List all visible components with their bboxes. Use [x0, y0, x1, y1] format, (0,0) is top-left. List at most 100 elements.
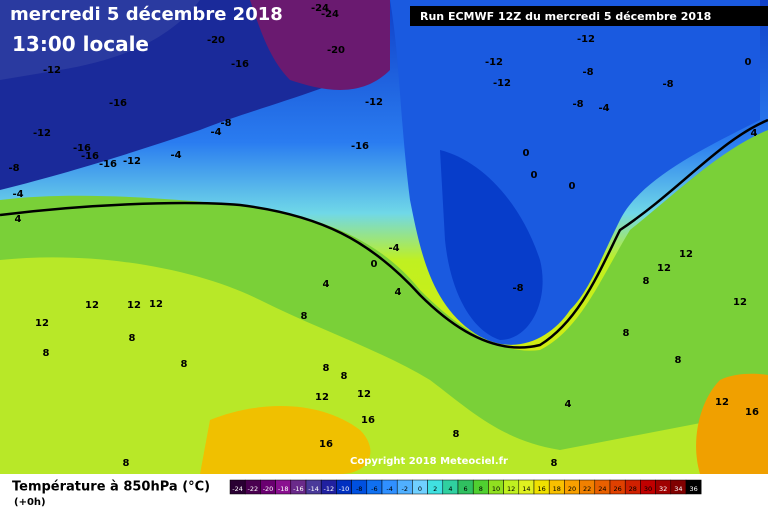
contour-label: -12 [123, 156, 141, 167]
contour-label: -24 [311, 3, 329, 14]
legend-label: 2 [433, 485, 437, 493]
legend-label: 12 [507, 485, 515, 493]
legend-label: -14 [308, 485, 319, 493]
contour-label: -4 [12, 189, 23, 200]
contour-label: -12 [577, 34, 595, 45]
legend-label: -16 [293, 485, 304, 493]
legend-label: 4 [448, 485, 452, 493]
contour-label: 8 [675, 355, 682, 366]
contour-label: -16 [73, 143, 91, 154]
contour-label: 4 [751, 128, 758, 139]
copyright: Copyright 2018 Meteociel.fr [350, 456, 508, 467]
contour-label: -12 [493, 78, 511, 89]
contour-label: -16 [109, 98, 127, 109]
contour-label: -8 [572, 99, 583, 110]
very-cold-area [250, 0, 390, 90]
warm-area [200, 406, 371, 474]
time-title: 13:00 locale [12, 32, 149, 56]
contour-label: 12 [85, 300, 99, 311]
contour-label: -16 [81, 151, 99, 162]
contour-label: 0 [371, 259, 378, 270]
contour-label: -16 [351, 141, 369, 152]
mild-area [0, 257, 768, 474]
legend-label: -18 [278, 485, 289, 493]
legend-label: -2 [402, 485, 408, 493]
contour-label: 12 [127, 300, 141, 311]
contour-label: 8 [123, 458, 130, 469]
contour-label: -8 [662, 79, 673, 90]
contour-label: 0 [531, 170, 538, 181]
contour-label: 4 [395, 287, 402, 298]
legend-step: (+0h) [14, 497, 46, 508]
contour-label: -20 [327, 45, 345, 56]
legend-label: -12 [323, 485, 334, 493]
contour-label: 0 [569, 181, 576, 192]
contour-label: 12 [357, 389, 371, 400]
legend-label: -24 [232, 485, 243, 493]
contour-label: 12 [315, 392, 329, 403]
legend-label: 30 [644, 485, 652, 493]
contour-label: -8 [8, 163, 19, 174]
legend-label: -8 [356, 485, 362, 493]
contour-label: -12 [485, 57, 503, 68]
contour-label: 12 [733, 297, 747, 308]
contour-label: -4 [598, 103, 609, 114]
legend-label: 34 [674, 485, 682, 493]
contour-label: 16 [745, 407, 759, 418]
contour-label: 4 [565, 399, 572, 410]
contour-label: 8 [301, 311, 308, 322]
contour-label: 8 [181, 359, 188, 370]
legend-label: 26 [613, 485, 621, 493]
contour-label: -16 [231, 59, 249, 70]
contour-label: -8 [220, 118, 231, 129]
contour-label: 8 [341, 371, 348, 382]
cold-core [440, 150, 543, 340]
contour-label: -20 [207, 35, 225, 46]
legend-label: -10 [339, 485, 350, 493]
legend-label: -4 [386, 485, 392, 493]
contour-label: 12 [657, 263, 671, 274]
legend-label: -22 [247, 485, 258, 493]
contour-label: -24 [321, 9, 339, 20]
contour-label: 0 [523, 148, 530, 159]
cold-area [0, 0, 200, 80]
contour-label: 8 [453, 429, 460, 440]
contour-label: 0 [745, 57, 752, 68]
legend-swatch [685, 479, 702, 495]
contour-label: 12 [35, 318, 49, 329]
run-banner [410, 6, 768, 26]
contour-label: 8 [129, 333, 136, 344]
legend-label: 20 [568, 485, 576, 493]
zero-isotherm [0, 118, 768, 349]
legend-label: -20 [263, 485, 274, 493]
contour-label: -8 [582, 67, 593, 78]
contour-label: 8 [43, 348, 50, 359]
legend-label: 32 [659, 485, 667, 493]
contour-label: -16 [99, 159, 117, 170]
legend-label: 8 [479, 485, 483, 493]
contour-label: -12 [365, 97, 383, 108]
legend-label: 22 [583, 485, 591, 493]
contour-label: 8 [323, 363, 330, 374]
date-title: mercredi 5 décembre 2018 [10, 4, 283, 25]
contour-label: -4 [210, 127, 221, 138]
contour-label: -12 [43, 65, 61, 76]
contour-label: 4 [15, 214, 22, 225]
contour-label: 8 [623, 328, 630, 339]
legend-label: 24 [598, 485, 606, 493]
legend-label: -6 [371, 485, 377, 493]
contour-label: 12 [679, 249, 693, 260]
contour-label: -4 [388, 243, 399, 254]
contour-label: 8 [551, 458, 558, 469]
contour-label: -8 [512, 283, 523, 294]
legend-label: 6 [464, 485, 468, 493]
contour-label: -4 [170, 150, 181, 161]
contour-label: -12 [33, 128, 51, 139]
legend-title: Température à 850hPa (°C) [12, 480, 210, 495]
contour-label: 12 [149, 299, 163, 310]
legend-label: 0 [418, 485, 422, 493]
contour-label: 8 [643, 276, 650, 287]
legend-label: 36 [689, 485, 697, 493]
legend-label: 18 [553, 485, 561, 493]
